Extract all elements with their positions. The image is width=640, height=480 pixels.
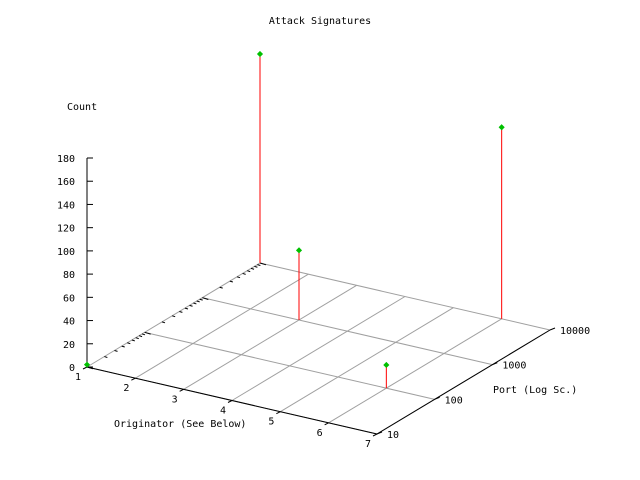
grid-line-y [202, 297, 493, 366]
z-tick-label: 80 [63, 270, 75, 281]
x-tick [131, 377, 136, 381]
y-minor-tick [196, 300, 200, 303]
z-tick-label: 0 [69, 363, 75, 374]
tick-labels: 0 20 40 60 80 100 120 140 160 180 1 2 3 4 5 6 7 10 100 1000… [57, 154, 590, 450]
y-minor-tick [104, 356, 108, 358]
z-tick-label: 120 [57, 224, 75, 235]
data-point [383, 361, 390, 369]
y-minor-tick [250, 267, 255, 270]
z-tick-label: 140 [57, 200, 75, 211]
base-grid [86, 262, 551, 435]
y-minor-tick [161, 321, 166, 324]
z-tick-label: 60 [63, 293, 75, 304]
y-minor-tick [131, 339, 136, 342]
y-minor-tick [172, 315, 176, 318]
x-tick [324, 422, 329, 426]
y-minor-tick [199, 298, 203, 301]
grid-line-x [231, 296, 406, 401]
x-tick [372, 433, 378, 437]
grid-line-x [280, 307, 454, 413]
grid-line-x [135, 273, 309, 379]
y-tick [492, 362, 498, 366]
y-minor-tick [121, 345, 125, 348]
y-minor-tick [257, 264, 261, 266]
y-minor-tick [254, 265, 258, 268]
z-tick-label: 20 [63, 340, 75, 351]
grid-line-x [183, 284, 357, 390]
y-minor-tick [138, 335, 143, 338]
y-tick-label: 100 [445, 395, 463, 406]
x-tick-label: 2 [123, 383, 129, 394]
data-point [256, 50, 264, 58]
y-minor-tick [193, 302, 197, 305]
x-tick [227, 400, 233, 403]
y-minor-tick [114, 349, 118, 352]
z-tick-label: 100 [57, 247, 75, 258]
z-tick-label: 180 [57, 154, 75, 165]
grid-line-x [86, 262, 261, 368]
x-tick [276, 411, 281, 415]
y-minor-tick [202, 297, 209, 300]
x-tick-label: 1 [75, 372, 81, 383]
y-axis-line [376, 329, 551, 435]
x-tick-label: 4 [220, 406, 226, 417]
y-tick [376, 431, 383, 435]
y-minor-tick [144, 331, 151, 335]
data-point [498, 124, 505, 131]
y-minor-tick [236, 276, 241, 279]
x-tick [82, 366, 88, 370]
z-tick-label: 40 [63, 317, 75, 328]
y-minor-tick [259, 262, 267, 266]
y-tick-label: 1000 [502, 361, 526, 372]
x-tick-label: 3 [172, 394, 178, 405]
y-tick [434, 396, 440, 400]
z-tick-label: 160 [57, 177, 75, 188]
y-minor-tick [135, 337, 139, 340]
grid-line-y [259, 262, 551, 331]
y-tick-label: 10000 [560, 326, 590, 337]
y-tick-label: 10 [387, 430, 399, 441]
axes [86, 158, 551, 435]
y-minor-tick [242, 272, 246, 275]
data-point [295, 247, 303, 254]
z-axis-label: Count [67, 102, 97, 113]
grid-line-x [328, 318, 502, 424]
y-minor-tick [179, 310, 183, 313]
y-axis-label: Port (Log Sc.) [493, 385, 577, 396]
chart-title: Attack Signatures [269, 16, 371, 27]
y-minor-tick [247, 270, 251, 273]
x-tick-label: 6 [317, 428, 323, 439]
y-minor-tick [219, 286, 223, 289]
y-minor-tick [189, 304, 193, 307]
y-minor-tick [184, 307, 189, 310]
grid-line-y [144, 331, 435, 400]
x-tick-label: 7 [365, 439, 371, 450]
y-minor-tick [127, 342, 131, 345]
x-axis-label: Originator (See Below) [114, 419, 246, 430]
y-tick [549, 327, 556, 331]
x-tick-label: 5 [268, 417, 274, 428]
y-minor-tick [229, 280, 233, 283]
data-marks [83, 50, 505, 389]
data-point [83, 361, 91, 368]
y-minor-tick [141, 333, 146, 336]
x-tick [179, 388, 184, 392]
